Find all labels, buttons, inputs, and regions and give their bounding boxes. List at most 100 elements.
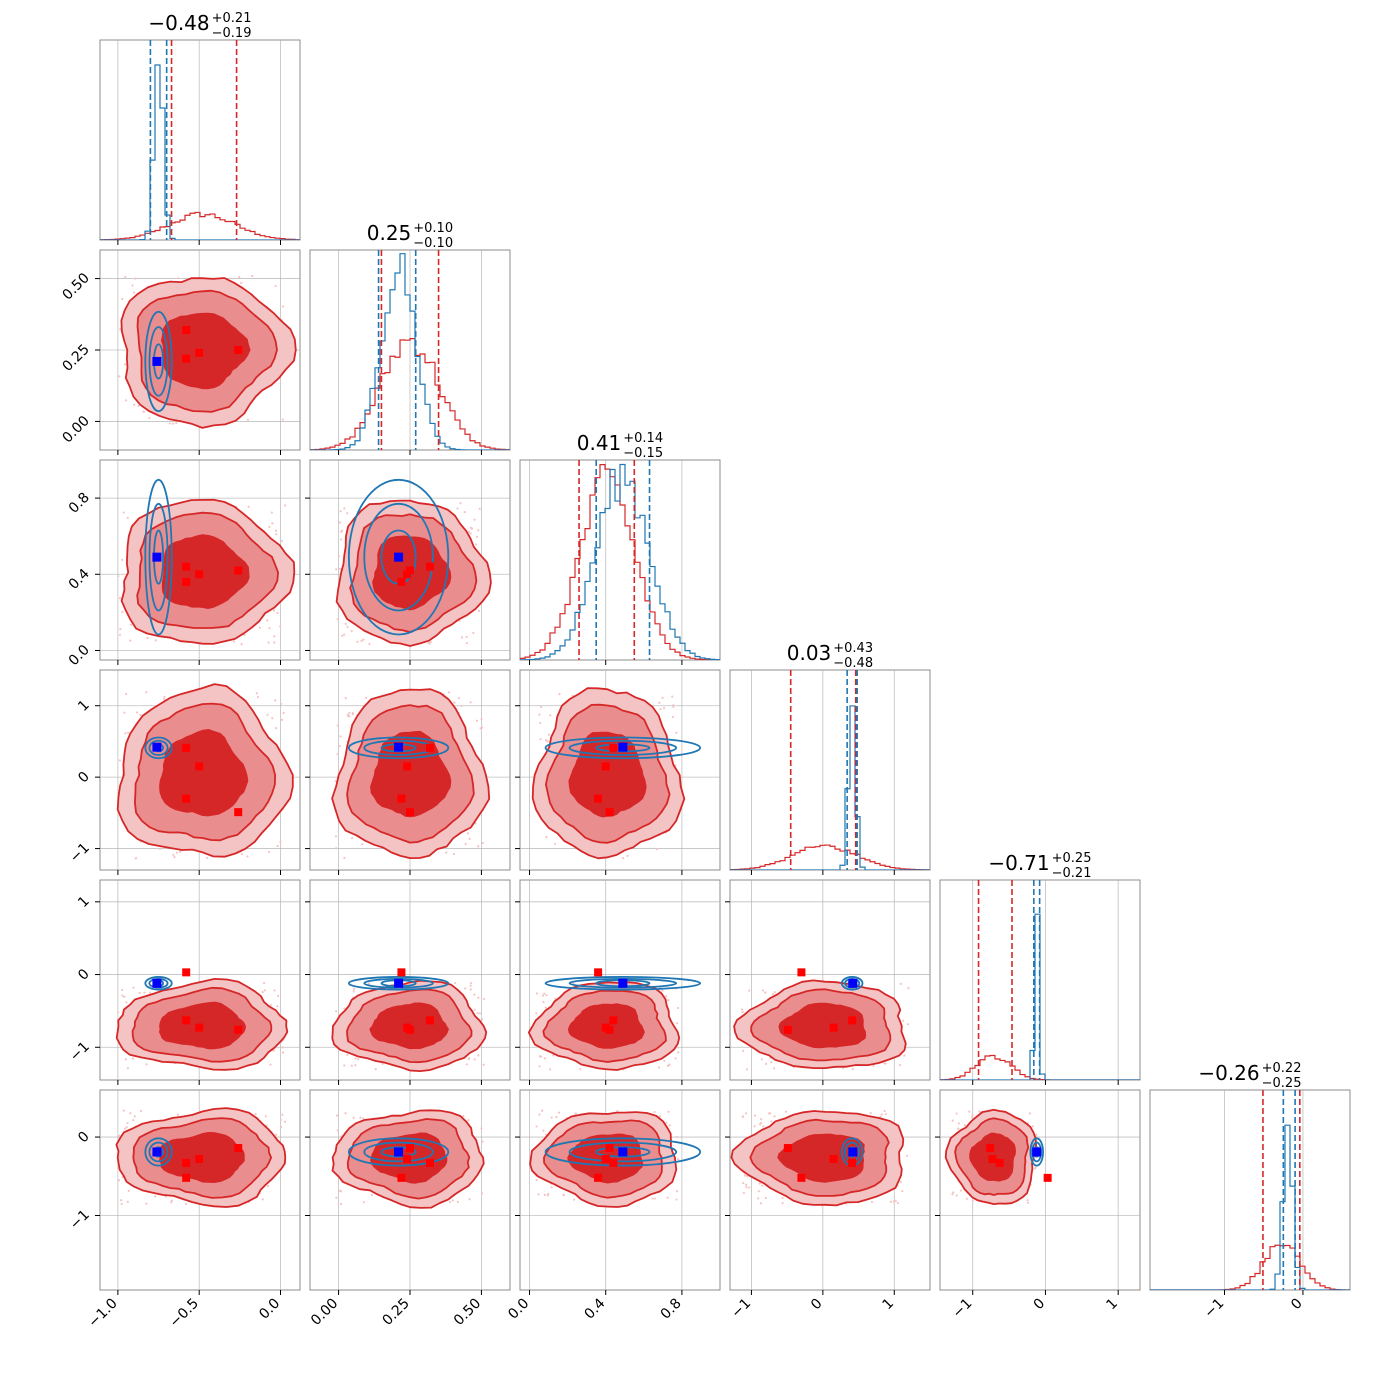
blue-contour [144, 976, 173, 991]
scatter-point [124, 732, 127, 735]
red-marker [783, 1144, 792, 1153]
title-lower-error: −0.48 [833, 656, 873, 671]
red-marker [406, 808, 414, 817]
scatter-point [154, 1195, 157, 1198]
scatter-point [118, 759, 121, 762]
scatter-point [742, 1049, 745, 1052]
scatter-point [343, 1007, 346, 1010]
truth-marker [394, 978, 404, 988]
scatter-point [573, 1198, 576, 1201]
contour-panel-5-4: −1 0 1 [935, 1089, 1141, 1321]
red-marker [829, 1155, 838, 1164]
red-marker [182, 577, 191, 586]
y-tick-label: −1 [67, 840, 93, 866]
contour-panel-5-3: −1 0 1 [725, 1089, 931, 1321]
scatter-point [550, 1186, 553, 1189]
y-tick-label: 0.0 [66, 642, 93, 669]
scatter-point [176, 1113, 179, 1116]
scatter-point [879, 1115, 882, 1118]
scatter-point [665, 995, 668, 998]
scatter-point [281, 1113, 284, 1116]
scatter-point [240, 642, 243, 646]
scatter-point [126, 1067, 130, 1070]
blue-histogram [520, 463, 720, 660]
scatter-point [761, 989, 765, 992]
scatter-point [335, 1196, 338, 1199]
red-marker [797, 1173, 806, 1182]
scatter-point [339, 735, 342, 738]
red-marker [426, 1158, 434, 1167]
red-marker [195, 570, 204, 579]
scatter-point [467, 1119, 470, 1122]
panel-title: −0.26 [1198, 1061, 1259, 1085]
red-marker [195, 762, 204, 771]
scatter-point [256, 695, 260, 699]
blue-contour [144, 310, 173, 413]
contour-panel-4-1 [305, 879, 511, 1085]
y-tick-label: 0.4 [66, 566, 93, 593]
title-lower-error: −0.25 [1262, 1076, 1302, 1091]
scatter-point [468, 837, 471, 841]
scatter-point [343, 1064, 346, 1067]
scatter-point [368, 642, 371, 646]
scatter-point [550, 1116, 553, 1119]
red-histogram [310, 338, 510, 450]
scatter-point [971, 1199, 974, 1202]
scatter-point [133, 403, 136, 406]
scatter-point [770, 1061, 773, 1064]
scatter-point [677, 1158, 680, 1161]
blue-contour [148, 739, 169, 756]
scatter-point [663, 1059, 666, 1063]
scatter-point [129, 1112, 132, 1115]
scatter-point [343, 856, 346, 860]
scatter-point [428, 642, 431, 645]
scatter-point [138, 991, 141, 995]
scatter-point [473, 993, 476, 996]
scatter-point [465, 635, 468, 639]
scatter-point [119, 1199, 123, 1202]
scatter-point [362, 1117, 365, 1120]
scatter-point [666, 1196, 669, 1199]
scatter-point [170, 1199, 174, 1202]
red-marker [403, 762, 412, 771]
scatter-point [547, 733, 551, 736]
scatter-point [127, 1189, 130, 1193]
red-marker [195, 348, 204, 357]
scatter-point [757, 1197, 760, 1200]
scatter-point [742, 1191, 746, 1195]
scatter-point [145, 1063, 148, 1066]
red-marker [829, 1023, 838, 1032]
truth-marker [152, 552, 162, 562]
title-lower-error: −0.19 [212, 26, 252, 41]
scatter-point [675, 731, 678, 734]
scatter-point [883, 1109, 886, 1113]
scatter-point [761, 1184, 764, 1187]
red-marker [403, 1155, 412, 1164]
title-upper-error: +0.14 [623, 431, 663, 446]
x-tick-label: 0.0 [505, 1296, 532, 1323]
scatter-point [360, 639, 363, 642]
red-marker [594, 794, 603, 803]
scatter-point [959, 1189, 963, 1192]
blue-contour [144, 736, 173, 760]
scatter-point [335, 847, 338, 850]
scatter-point [268, 627, 271, 630]
scatter-point [176, 277, 180, 280]
scatter-point [539, 721, 542, 725]
scatter-point [123, 1127, 126, 1130]
red-marker [182, 354, 191, 363]
scatter-point [978, 1110, 981, 1113]
scatter-point [340, 529, 344, 532]
red-marker [195, 1023, 204, 1032]
scatter-point [784, 1110, 788, 1113]
scatter-point [344, 622, 347, 625]
scatter-point [469, 988, 472, 991]
blue-contour [347, 976, 450, 991]
scatter-point [351, 713, 355, 716]
contour-panel-4-2 [515, 879, 721, 1085]
scatter-point [773, 1067, 776, 1070]
scatter-point [675, 1198, 678, 1201]
scatter-point [338, 521, 342, 524]
scatter-point [454, 981, 457, 985]
scatter-point [546, 740, 549, 743]
